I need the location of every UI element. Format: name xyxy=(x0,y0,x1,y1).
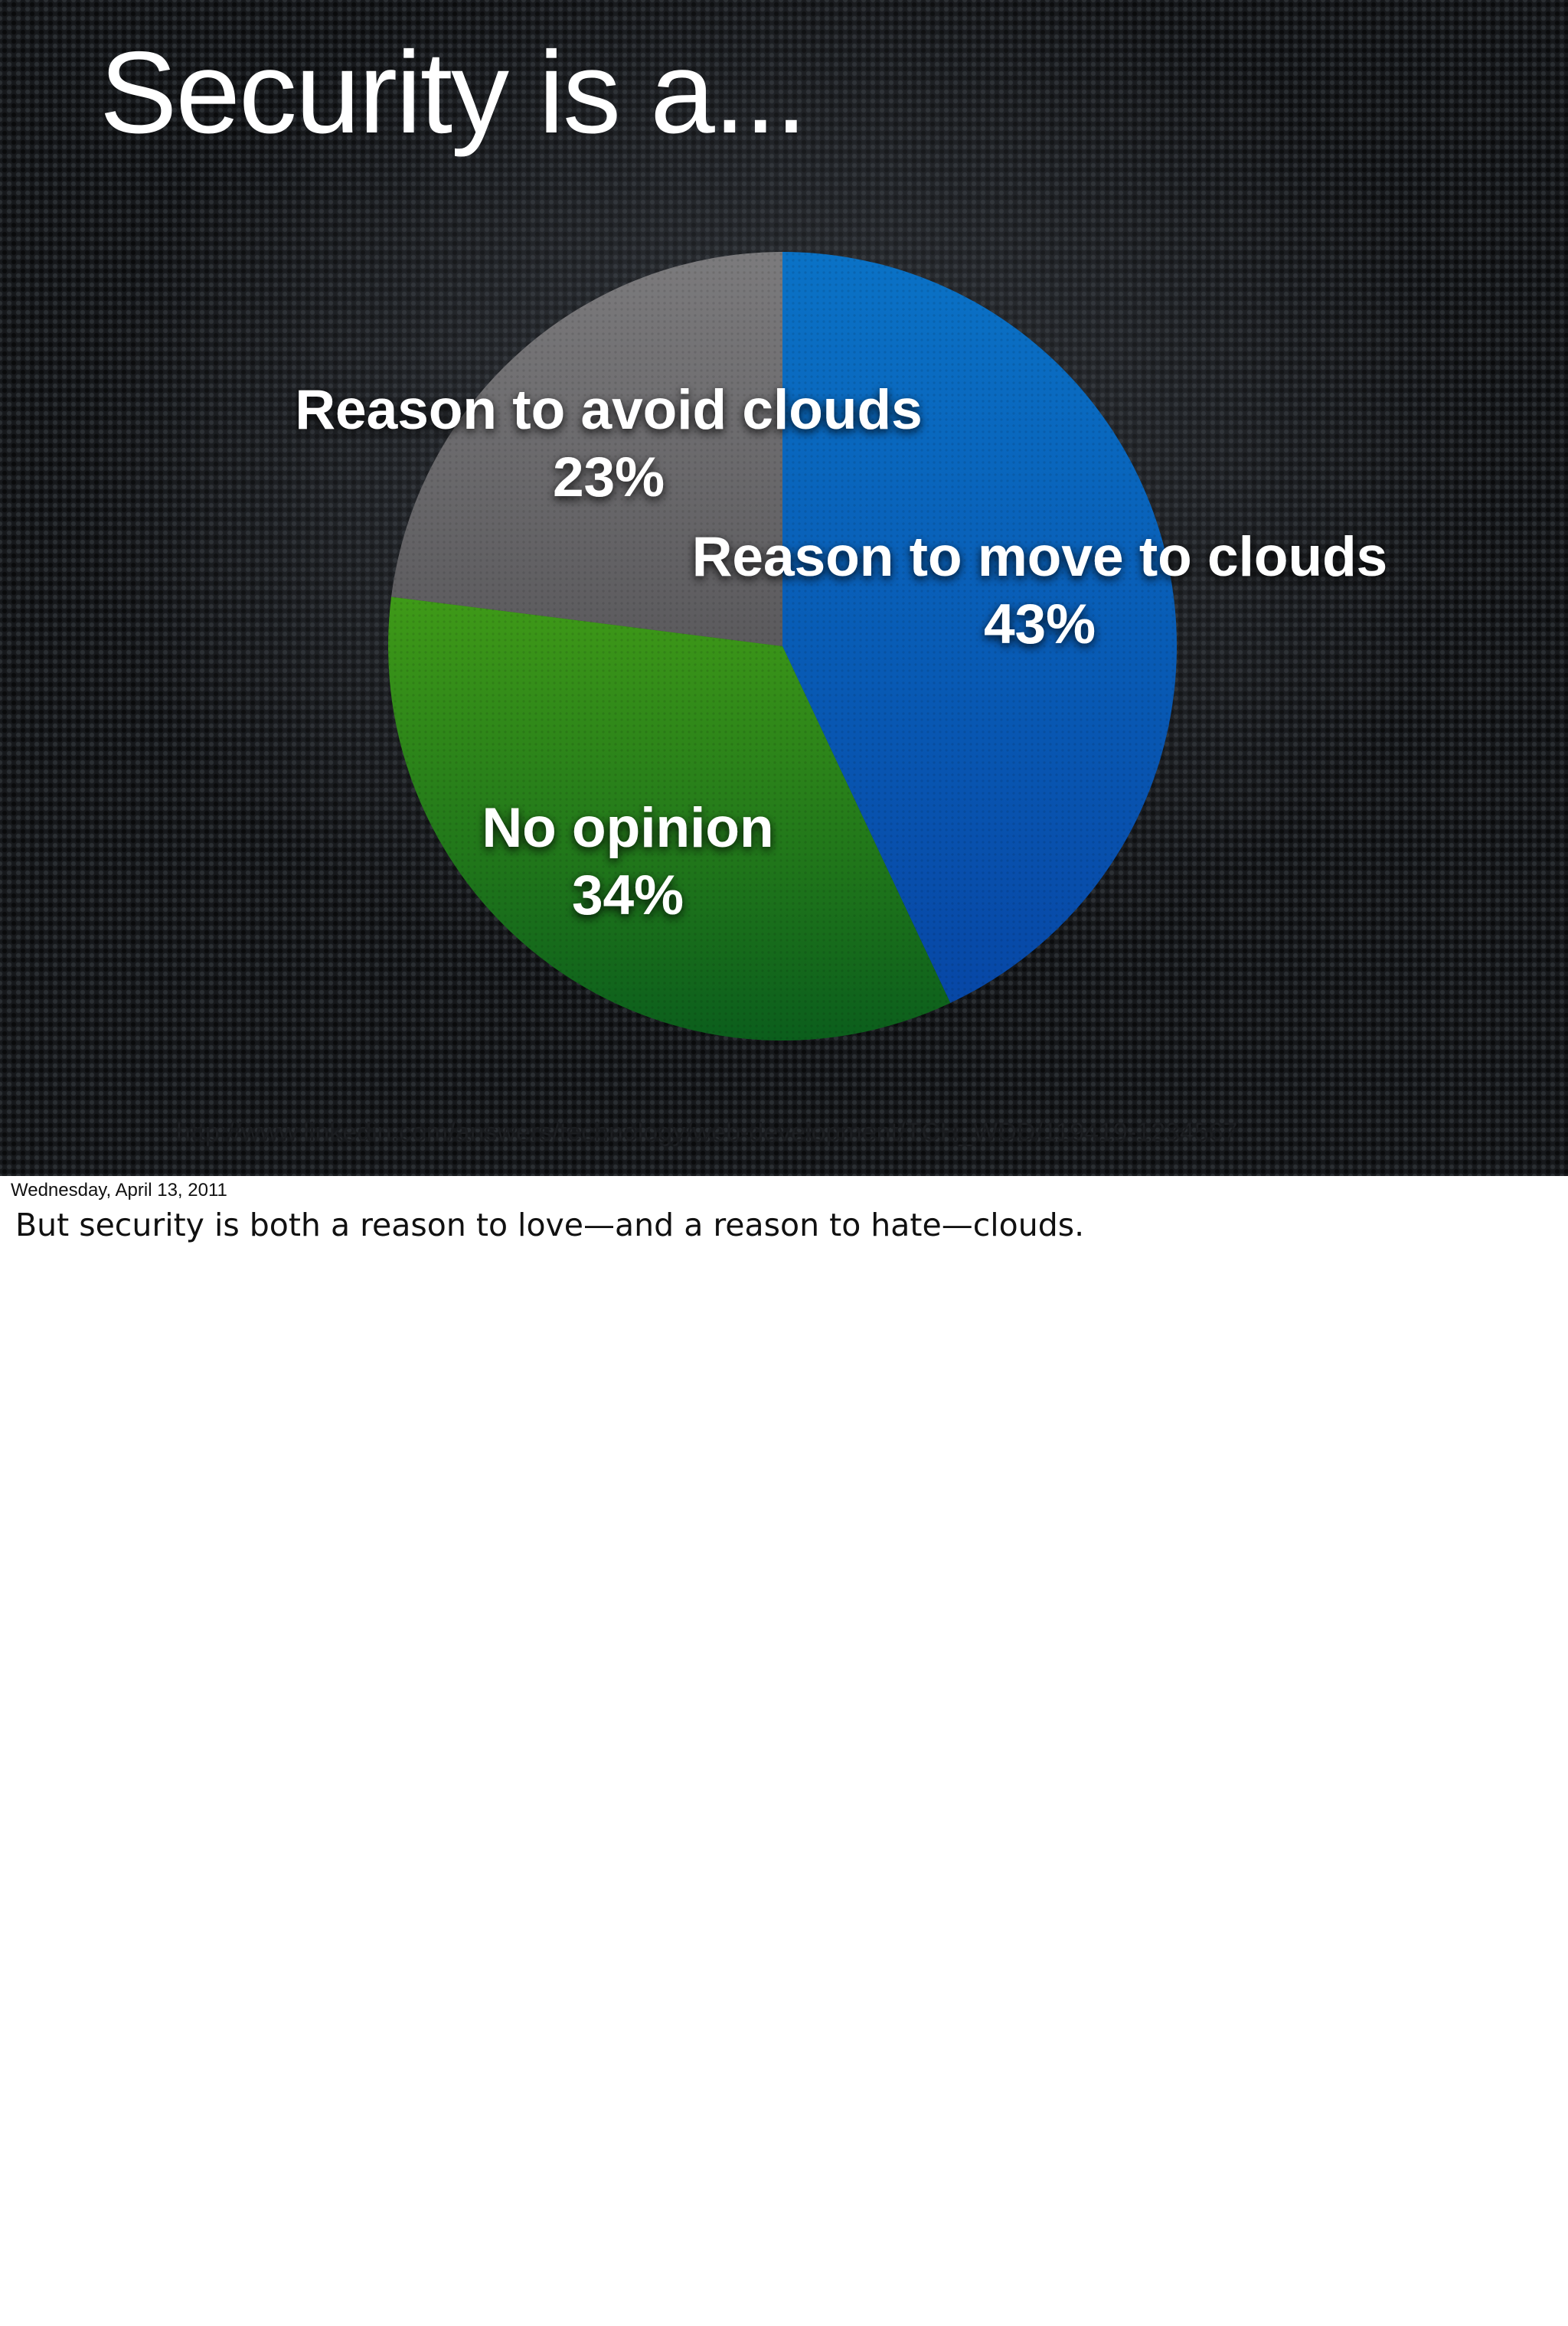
slice-value-label: 23% xyxy=(553,446,665,508)
slide: Security is a... Reason to move to cloud… xyxy=(0,0,1568,1176)
pie-slices xyxy=(387,252,1178,1041)
slice-value-label: 43% xyxy=(984,593,1096,655)
slice-name-label: Reason to avoid clouds xyxy=(295,379,922,441)
slice-name-label: No opinion xyxy=(482,797,773,859)
notes-date: Wednesday, April 13, 2011 xyxy=(11,1180,227,1201)
slide-title: Security is a... xyxy=(100,28,808,158)
source-url: http://www.linkedin.com/answers/technolo… xyxy=(176,1118,1238,1147)
pie-slice-texture-2 xyxy=(387,596,951,1041)
pie-slice-texture-3 xyxy=(391,252,782,646)
slice-value-label: 34% xyxy=(572,864,684,926)
pie-slice-texture-1 xyxy=(782,252,1178,1003)
slice-name-label: Reason to move to clouds xyxy=(692,526,1388,588)
speaker-notes: But security is both a reason to love—an… xyxy=(15,1207,1085,1243)
